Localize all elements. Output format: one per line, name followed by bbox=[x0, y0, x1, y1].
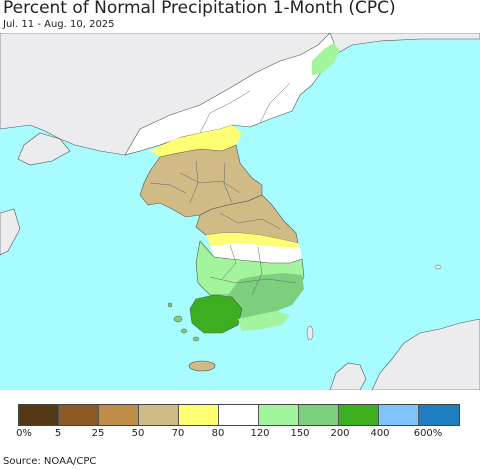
legend-tick: 80 bbox=[211, 428, 225, 439]
map-subtitle: Jul. 11 - Aug. 10, 2025 bbox=[3, 19, 115, 30]
province-borders bbox=[149, 82, 297, 296]
liaodong-peninsula bbox=[17, 132, 71, 166]
source-credit: Source: NOAA/CPC bbox=[3, 456, 97, 467]
legend-swatch bbox=[59, 405, 99, 425]
south-korea-darkgreen bbox=[189, 294, 243, 334]
legend-tick: 200 bbox=[330, 428, 350, 439]
ne-tip-green bbox=[312, 43, 340, 75]
southwest-islands bbox=[167, 302, 200, 342]
legend-tick: 120 bbox=[250, 428, 270, 439]
japan-honshu bbox=[371, 318, 480, 390]
south-korea-midgreen bbox=[222, 273, 304, 319]
south-korea-yellow bbox=[206, 233, 300, 247]
legend-swatch bbox=[179, 405, 219, 425]
legend-swatch bbox=[259, 405, 299, 425]
legend-swatch bbox=[299, 405, 339, 425]
jeju-island bbox=[188, 360, 216, 372]
map-title: Percent of Normal Precipitation 1-Month … bbox=[3, 0, 396, 18]
japan-kyushu bbox=[329, 362, 367, 390]
south-korea-white bbox=[210, 243, 302, 263]
legend-tick: 5 bbox=[54, 428, 62, 439]
legend-tick: 50 bbox=[131, 428, 145, 439]
south-coast-lightgreen bbox=[238, 311, 290, 331]
legend-swatch bbox=[139, 405, 179, 425]
shandong-edge bbox=[0, 208, 21, 256]
legend-swatch bbox=[19, 405, 59, 425]
precipitation-map bbox=[0, 33, 480, 390]
legend-tick: 0% bbox=[16, 428, 32, 439]
tsushima-island bbox=[306, 325, 314, 341]
ulleung-island bbox=[434, 264, 442, 270]
legend-swatch bbox=[339, 405, 379, 425]
legend-tick: 25 bbox=[91, 428, 105, 439]
legend-tick: 150 bbox=[290, 428, 310, 439]
legend-swatch bbox=[99, 405, 139, 425]
legend-tick: 400 bbox=[370, 428, 390, 439]
legend-colorbar bbox=[18, 404, 460, 426]
legend-swatch bbox=[219, 405, 259, 425]
legend-tick: 600% bbox=[413, 428, 443, 439]
legend-tick: 70 bbox=[171, 428, 185, 439]
legend-swatch bbox=[419, 405, 459, 425]
north-korea-yellow-band bbox=[150, 125, 242, 157]
legend-swatch bbox=[379, 405, 419, 425]
